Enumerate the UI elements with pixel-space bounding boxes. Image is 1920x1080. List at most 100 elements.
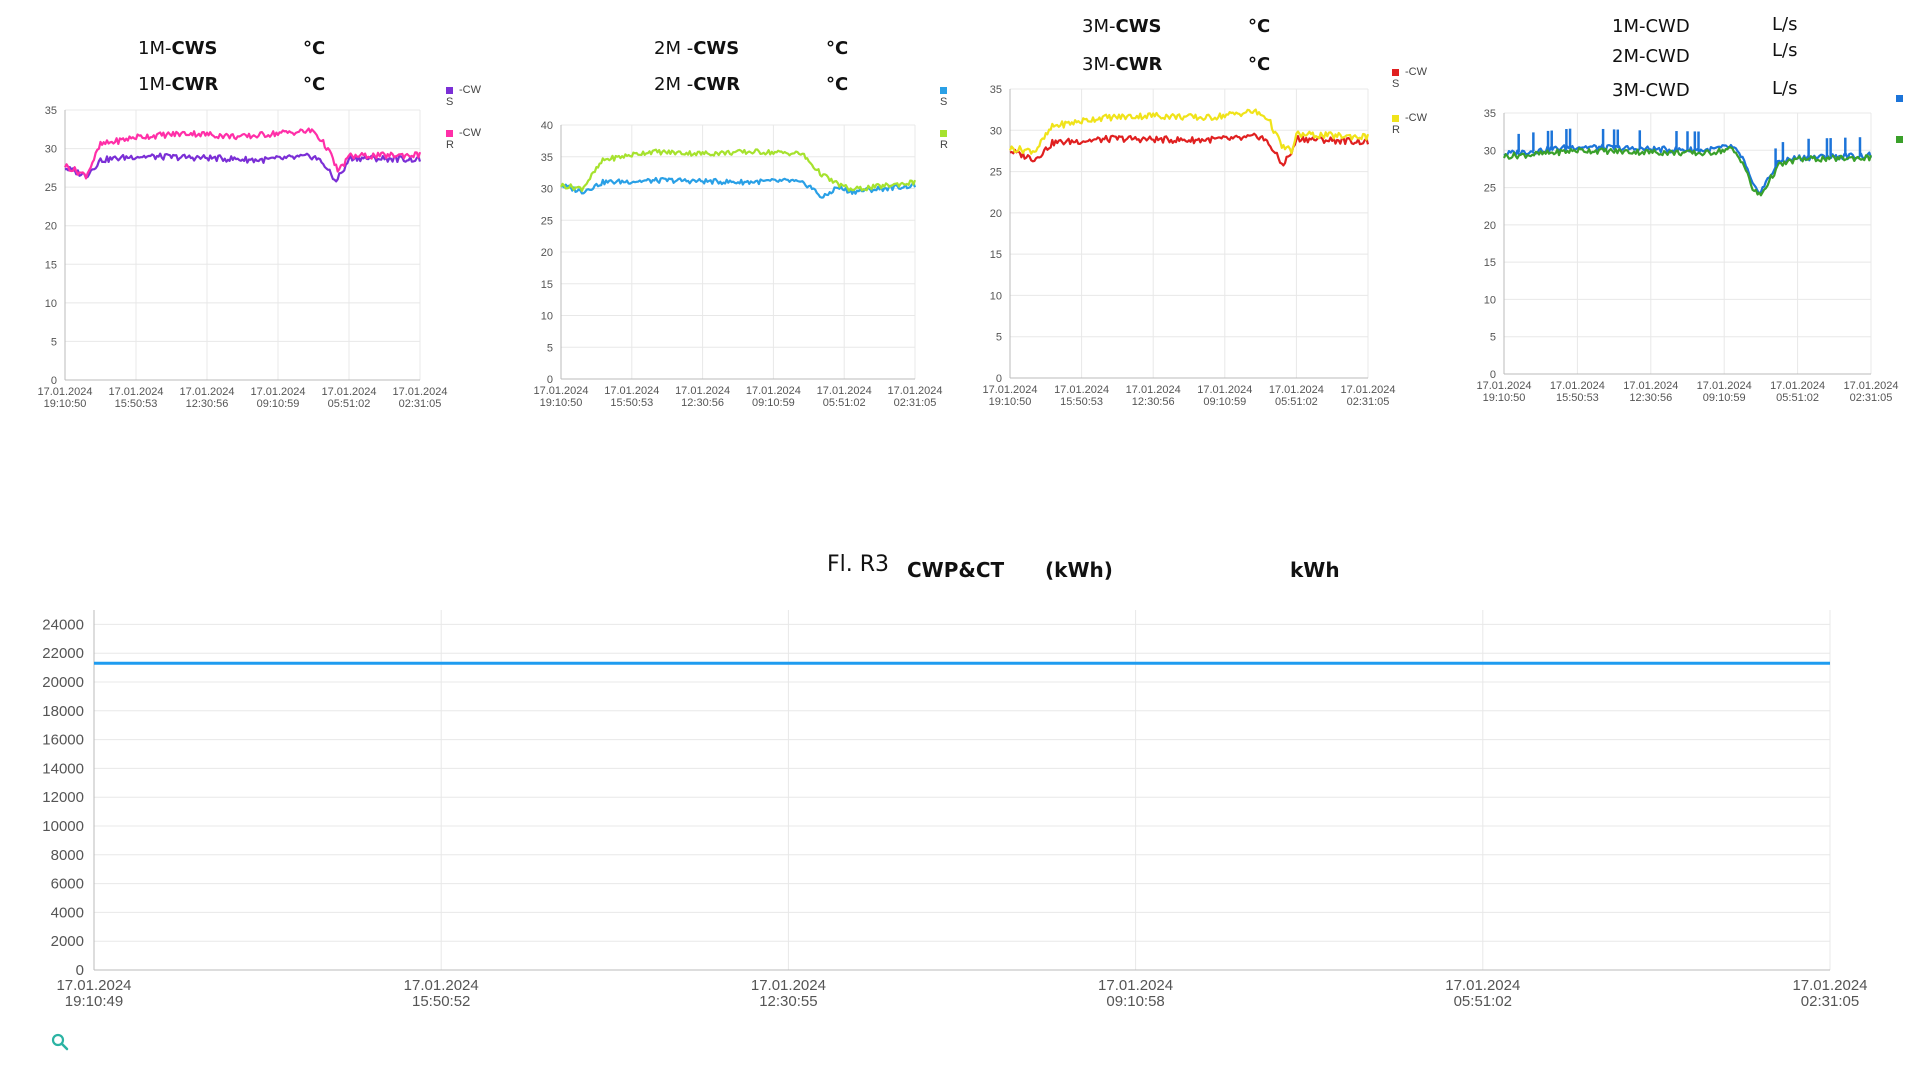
panel-2m: 2M -CWS °C 2M -CWR °C S R 0 5 10 15 20 25 30 35… xyxy=(500,0,980,420)
x-tick-label: 17.01.2024 xyxy=(1770,380,1825,392)
panel-cwd: 1M-CWD L/s 2M-CWD L/s 3M-CWD L/s 0 5 10 15 2… xyxy=(1450,0,1920,420)
y-tick-label: 15 xyxy=(990,249,1002,261)
x-tick-label: 17.01.2024 xyxy=(108,386,163,398)
y-tick-label: 10 xyxy=(45,298,57,310)
legend-swatch xyxy=(940,129,947,137)
x-tick-label-time: 12:30:55 xyxy=(759,993,817,1010)
legend-swatch xyxy=(1392,68,1399,76)
x-tick-label-time: 19:10:50 xyxy=(540,397,583,409)
x-tick-label-time: 02:31:05 xyxy=(1850,392,1893,404)
unit-3: L/s xyxy=(1772,78,1798,99)
x-tick-label-time: 05:51:02 xyxy=(1454,993,1512,1010)
zoom-search-icon[interactable] xyxy=(50,1032,70,1052)
x-tick-label: 17.01.2024 xyxy=(1340,384,1395,396)
series-line xyxy=(1502,145,1873,197)
y-tick-label: 20000 xyxy=(42,674,84,691)
x-tick-label-time: 09:10:59 xyxy=(752,397,795,409)
y-tick-label: 5 xyxy=(547,342,553,354)
x-tick-label-time: 09:10:59 xyxy=(1703,392,1746,404)
x-tick-label: 17.01.2024 xyxy=(1623,380,1678,392)
x-tick-label: 17.01.2024 xyxy=(1697,380,1752,392)
y-tick-label: 25 xyxy=(45,182,57,194)
y-tick-label: 0 xyxy=(547,374,553,386)
x-tick-label-time: 05:51:02 xyxy=(1776,392,1819,404)
y-tick-label: 25 xyxy=(1484,183,1496,195)
legend-swatch xyxy=(1896,135,1903,143)
x-tick-label-time: 09:10:59 xyxy=(1203,396,1246,408)
y-tick-label: 15 xyxy=(1484,257,1496,269)
bottom-title-d: kWh xyxy=(1290,558,1340,582)
x-tick-label: 17.01.2024 xyxy=(1843,380,1898,392)
x-tick-label: 17.01.2024 xyxy=(321,386,376,398)
legend-item-1 xyxy=(1896,92,1909,104)
x-tick-label: 17.01.2024 xyxy=(1197,384,1252,396)
y-tick-label: 2000 xyxy=(51,933,84,950)
y-tick-label: 35 xyxy=(541,152,553,164)
y-tick-label: 24000 xyxy=(42,616,84,633)
title-line-2: 2M -CWR xyxy=(654,74,741,95)
chart-cwd: 0510152025303517.01.202419:10:5017.01.20… xyxy=(1476,108,1898,404)
y-tick-label: 20 xyxy=(45,221,57,233)
y-tick-label: 15 xyxy=(45,259,57,271)
x-tick-label-time: 05:51:02 xyxy=(1275,396,1318,408)
panel-1m: 1M-CWS °C 1M-CWR °C -CW S -CW R 0 5 10 15 20 25… xyxy=(0,0,500,420)
x-tick-label: 17.01.2024 xyxy=(751,977,826,994)
y-tick-label: 5 xyxy=(1490,332,1496,344)
y-tick-label: 10000 xyxy=(42,818,84,835)
y-tick-label: 35 xyxy=(45,105,57,117)
y-tick-label: 0 xyxy=(76,962,84,979)
y-tick-label: 30 xyxy=(45,144,57,156)
y-tick-label: 25 xyxy=(541,215,553,227)
series-line xyxy=(1008,108,1370,155)
x-tick-label: 17.01.2024 xyxy=(56,977,131,994)
x-tick-label: 17.01.2024 xyxy=(1445,977,1520,994)
legend-swatch xyxy=(940,86,947,94)
x-tick-label-time: 12:30:56 xyxy=(1132,396,1175,408)
y-tick-label: 22000 xyxy=(42,645,84,662)
x-tick-label-time: 15:50:53 xyxy=(610,397,653,409)
unit-2: L/s xyxy=(1772,40,1798,61)
title-line-2: 3M-CWR xyxy=(1082,54,1163,75)
legend-item-s: S xyxy=(940,84,953,108)
x-tick-label-time: 09:10:58 xyxy=(1106,993,1164,1010)
legend-item-r: -CW R xyxy=(446,127,481,151)
y-tick-label: 10 xyxy=(541,311,553,323)
y-tick-label: 10 xyxy=(1484,294,1496,306)
bottom-title: Fl. R3 xyxy=(827,552,889,577)
x-tick-label: 17.01.2024 xyxy=(1126,384,1181,396)
title-line-3: 3M-CWD xyxy=(1612,80,1690,101)
x-tick-label: 17.01.2024 xyxy=(533,385,588,397)
x-tick-label-time: 02:31:05 xyxy=(399,398,442,410)
y-tick-label: 20 xyxy=(990,208,1002,220)
y-tick-label: 4000 xyxy=(51,904,84,921)
unit-1: °C xyxy=(826,38,849,59)
y-tick-label: 5 xyxy=(996,332,1002,344)
legend-swatch xyxy=(446,86,453,94)
series-line xyxy=(64,127,422,180)
x-tick-label-time: 02:31:05 xyxy=(1347,396,1390,408)
x-tick-label: 17.01.2024 xyxy=(1054,384,1109,396)
x-tick-label-time: 19:10:50 xyxy=(1483,392,1526,404)
title-line-1: 2M -CWS xyxy=(654,38,740,59)
y-tick-label: 0 xyxy=(1490,369,1496,381)
y-tick-label: 30 xyxy=(990,125,1002,137)
legend-swatch xyxy=(1392,114,1399,122)
y-tick-label: 15 xyxy=(541,279,553,291)
y-tick-label: 16000 xyxy=(42,732,84,749)
y-tick-label: 10 xyxy=(990,290,1002,302)
unit-2: °C xyxy=(826,74,849,95)
x-tick-label: 17.01.2024 xyxy=(1792,977,1867,994)
title-line-2: 2M-CWD xyxy=(1612,46,1690,67)
x-tick-label-time: 15:50:52 xyxy=(412,993,470,1010)
legend-item-r: -CW R xyxy=(1392,112,1427,136)
x-tick-label: 17.01.2024 xyxy=(604,385,659,397)
legend-item-s: -CW S xyxy=(446,84,481,108)
title-line-1: 1M-CWS xyxy=(138,38,218,59)
x-tick-label: 17.01.2024 xyxy=(1269,384,1324,396)
title-line-2: 1M-CWR xyxy=(138,74,219,95)
x-tick-label: 17.01.2024 xyxy=(179,386,234,398)
x-tick-label: 17.01.2024 xyxy=(392,386,447,398)
title-line-1: 3M-CWS xyxy=(1082,16,1162,37)
x-tick-label: 17.01.2024 xyxy=(1476,380,1531,392)
